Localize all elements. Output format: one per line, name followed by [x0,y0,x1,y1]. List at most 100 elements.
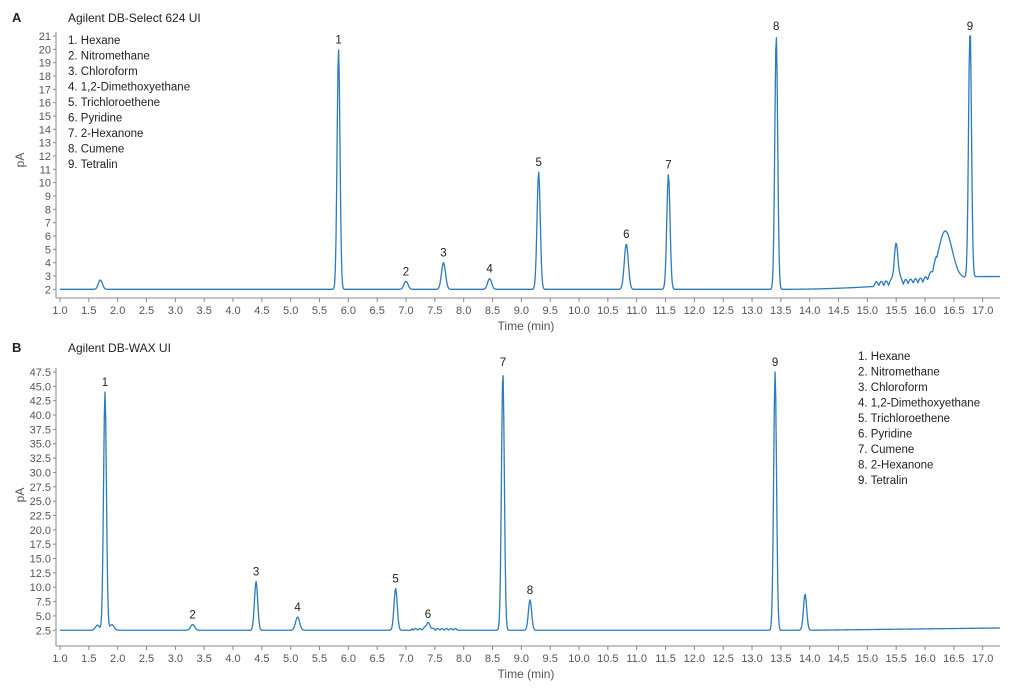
x-tick-label: 6.5 [370,305,385,317]
peak-label: 8 [527,585,533,597]
x-tick-label: 10.0 [568,305,589,317]
y-tick-label: 45.0 [30,381,51,393]
x-tick-label: 2.5 [139,305,154,317]
y-tick-label: 15 [39,111,51,123]
peak-label: 3 [440,248,446,260]
x-tick-label: 2.5 [139,653,154,665]
legend-entry: 4. 1,2-Dimethoxyethane [858,398,980,410]
y-tick-label: 13 [39,138,51,150]
panel-a: A Agilent DB-Select 624 UI 1. Hexane 2. N… [12,10,1001,333]
x-tick-label: 9.5 [543,305,558,317]
x-tick-label: 3.5 [197,305,212,317]
panel-a-letter: A [12,10,22,25]
y-tick-label: 42.5 [30,396,51,408]
x-tick-label: 15.5 [885,653,906,665]
x-tick-label: 4.5 [254,305,269,317]
y-tick-label: 12.5 [30,568,51,580]
x-tick-label: 7.5 [427,653,442,665]
x-tick-label: 3.5 [197,653,212,665]
y-tick-label: 16 [39,98,51,110]
x-tick-label: 6.0 [341,305,356,317]
x-tick-label: 10.5 [597,305,618,317]
panel-a-title: Agilent DB-Select 624 UI [68,11,201,25]
x-tick-label: 14.0 [799,305,820,317]
x-tick-label: 14.0 [799,653,820,665]
peak-label: 2 [189,610,195,622]
panel-b-x-axis: 1.0 1.5 2.0 2.5 3.0 3.5 4.0 4.5 5.0 5.5 6.0 6.5 7.0 7… [52,645,1000,665]
x-tick-label: 13.5 [770,653,791,665]
legend-entry: 8. Cumene [68,144,124,156]
peak-label: 3 [253,566,259,578]
x-tick-label: 16.5 [943,305,964,317]
peak-label: 1 [102,377,108,389]
x-tick-label: 9.0 [514,305,529,317]
panel-b-peak-labels: 1 2 3 4 5 6 7 8 9 [102,357,779,622]
y-tick-label: 4 [45,258,51,270]
y-tick-label: 11 [40,164,51,176]
panel-b-y-axis-title: pA [13,488,27,503]
y-tick-label: 32.5 [30,453,51,465]
legend-entry: 3. Chloroform [858,382,928,394]
x-tick-label: 16.5 [943,653,964,665]
y-tick-label: 20.0 [30,525,51,537]
x-tick-label: 5.5 [312,653,327,665]
peak-label: 5 [535,157,541,169]
x-tick-label: 11.0 [626,653,647,665]
legend-entry: 8. 2-Hexanone [858,460,933,472]
peak-label: 4 [294,602,301,614]
x-tick-label: 12.5 [712,653,733,665]
x-tick-label: 15.5 [885,305,906,317]
peak-label: 4 [486,264,493,276]
y-tick-label: 37.5 [30,424,51,436]
peak-label: 6 [623,229,629,241]
y-tick-label: 22.5 [30,510,51,522]
y-tick-label: 21 [39,31,51,43]
y-tick-label: 12 [39,151,51,163]
x-tick-label: 8.0 [456,305,471,317]
y-tick-label: 40.0 [30,410,51,422]
x-tick-label: 1.0 [52,305,67,317]
x-tick-label: 6.5 [370,653,385,665]
x-tick-label: 16.0 [914,653,935,665]
x-tick-label: 3.0 [168,305,183,317]
x-tick-label: 13.0 [741,653,762,665]
panel-a-trace [60,35,1001,290]
x-tick-label: 10.5 [597,653,618,665]
legend-entry: 7. 2-Hexanone [68,128,143,140]
y-tick-label: 8 [45,204,51,216]
y-tick-label: 47.5 [30,367,51,379]
x-tick-label: 1.0 [52,653,67,665]
y-tick-label: 6 [45,231,51,243]
x-tick-label: 12.0 [684,653,705,665]
legend-entry: 5. Trichloroethene [858,413,950,425]
panel-b-letter: B [12,340,21,355]
x-tick-label: 13.0 [741,305,762,317]
legend-entry: 1. Hexane [858,351,910,363]
panel-a-x-axis: 1.0 1.5 2.0 2.5 3.0 3.5 4.0 4.5 5.0 5.5 6.0 6.5 7.0 7… [52,297,1000,317]
peak-label: 9 [772,357,778,369]
x-tick-label: 8.5 [485,305,500,317]
legend-entry: 2. Nitromethane [68,51,150,63]
x-tick-label: 1.5 [81,305,96,317]
y-tick-label: 5.0 [36,611,51,623]
x-tick-label: 11.5 [655,653,676,665]
legend-entry: 9. Tetralin [68,159,118,171]
x-tick-label: 2.0 [110,653,125,665]
peak-label: 9 [967,21,973,33]
panel-b-trace [60,371,1001,631]
peak-label: 5 [392,573,398,585]
x-tick-label: 1.5 [81,653,96,665]
x-tick-label: 17.0 [972,653,993,665]
panel-b-x-axis-title: Time (min) [498,667,555,681]
y-tick-label: 30.0 [30,467,51,479]
y-tick-label: 35.0 [30,439,51,451]
panel-a-legend: 1. Hexane 2. Nitromethane 3. Chloroform 4. … [68,35,190,171]
legend-entry: 1. Hexane [68,35,120,47]
y-tick-label: 25.0 [30,496,51,508]
panel-b-title: Agilent DB-WAX UI [68,341,171,355]
x-tick-label: 8.0 [456,653,471,665]
panel-b-legend: 1. Hexane 2. Nitromethane 3. Chloroform 4. … [858,351,980,487]
x-tick-label: 17.0 [972,305,993,317]
legend-entry: 2. Nitromethane [858,367,940,379]
